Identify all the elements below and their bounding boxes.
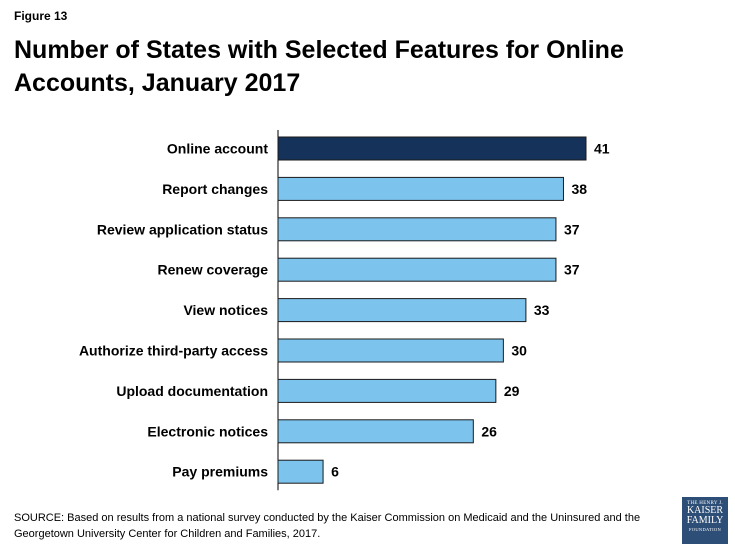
bar-online-account	[277, 136, 587, 161]
value-label-review-application-status: 37	[564, 221, 580, 237]
category-label-view-notices: View notices	[183, 302, 268, 318]
logo-line-4: FOUNDATION	[689, 527, 721, 532]
value-label-upload-documentation: 29	[504, 383, 520, 399]
source-note: SOURCE: Based on results from a national…	[14, 512, 641, 540]
category-label-online-account: Online account	[167, 141, 268, 157]
value-label-authorize-third-party-access: 30	[511, 343, 527, 359]
category-label-pay-premiums: Pay premiums	[172, 464, 268, 480]
bar-review-application-status	[277, 217, 557, 242]
value-label-report-changes: 38	[571, 181, 587, 197]
value-label-view-notices: 33	[534, 302, 550, 318]
chart-title: Number of States with Selected Features …	[14, 36, 624, 97]
value-label-online-account: 41	[594, 141, 610, 157]
category-label-upload-documentation: Upload documentation	[116, 383, 268, 399]
bar-view-notices	[277, 298, 527, 323]
bar-report-changes	[277, 176, 564, 201]
bar-upload-documentation	[277, 378, 497, 403]
logo-line-3: FAMILY	[686, 515, 724, 526]
logo-line-2: KAISER	[686, 505, 724, 516]
kff-logo: THE HENRY J. KAISER FAMILY FOUNDATION	[682, 497, 728, 544]
logo-line-1: THE HENRY J.	[687, 501, 723, 506]
value-label-electronic-notices: 26	[481, 423, 497, 439]
bar-renew-coverage	[277, 257, 557, 282]
figure-label: Figure 13	[14, 9, 68, 23]
bar-electronic-notices	[277, 419, 474, 444]
value-label-pay-premiums: 6	[331, 464, 339, 480]
category-label-authorize-third-party-access: Authorize third-party access	[79, 343, 268, 359]
category-label-review-application-status: Review application status	[97, 221, 268, 237]
category-label-renew-coverage: Renew coverage	[158, 262, 269, 278]
category-label-electronic-notices: Electronic notices	[147, 423, 268, 439]
bar-authorize-third-party-access	[277, 338, 504, 363]
value-label-renew-coverage: 37	[564, 262, 580, 278]
bar-pay-premiums	[277, 459, 324, 484]
category-label-report-changes: Report changes	[162, 181, 268, 197]
